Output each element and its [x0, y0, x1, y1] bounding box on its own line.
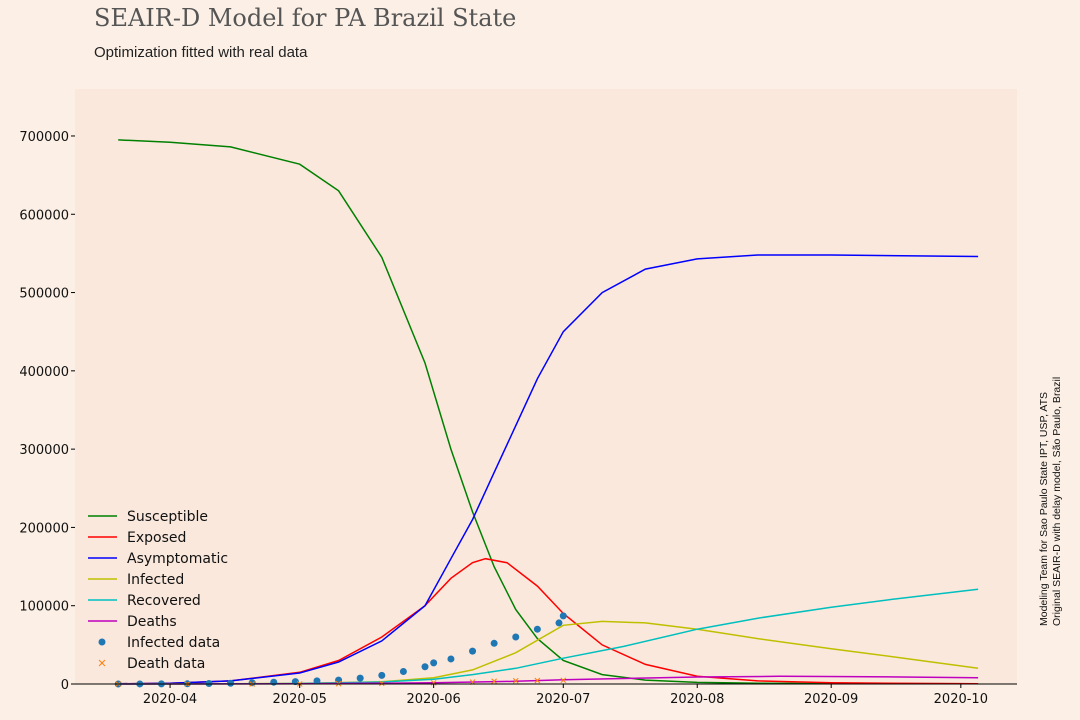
infected-data-point [469, 647, 477, 655]
death-data-point [512, 677, 519, 684]
infected-data-point [430, 659, 438, 667]
y-tick-label: 100000 [19, 600, 69, 615]
infected-data-point [555, 619, 563, 627]
y-tick-label: 600000 [19, 208, 69, 223]
legend-label: Recovered [127, 593, 201, 609]
death-data-point [491, 678, 498, 685]
legend-item-death-data: Death data [98, 656, 205, 672]
legend-swatch [98, 638, 106, 646]
series-line-deaths [118, 675, 979, 685]
legend-item-exposed: Exposed [88, 530, 186, 546]
y-tick-label: 700000 [19, 130, 69, 145]
legend-item-deaths: Deaths [88, 614, 177, 630]
infected-data-point [512, 633, 520, 641]
x-tick-label: 2020-08 [670, 692, 724, 707]
y-tick-label: 300000 [19, 443, 69, 458]
x-tick-label: 2020-05 [273, 692, 327, 707]
legend-label: Susceptible [127, 509, 208, 525]
credit-note: Modeling Team for Sao Paulo State IPT, U… [1038, 377, 1064, 626]
x-tick-label: 2020-06 [406, 692, 460, 707]
credit-line-2: Original SEAIR-D with delay model, São P… [1051, 376, 1063, 626]
axes-layer: 2020-04 2020-05 2020-06 2020-07 2020-08 2020-… [19, 130, 1017, 707]
legend-item-asymptomatic: Asymptomatic [88, 551, 228, 567]
chart-subtitle: Optimization fitted with real data [94, 44, 308, 61]
legend-label: Deaths [127, 614, 177, 630]
series-line-asymptomatic [118, 254, 979, 685]
legend-label: Asymptomatic [127, 551, 228, 567]
series-layer [114, 139, 979, 688]
x-tick-label: 2020-04 [143, 692, 197, 707]
infected-data-point [399, 667, 407, 675]
death-data-point [534, 677, 541, 684]
legend-item-susceptible: Susceptible [88, 509, 208, 525]
infected-data-point [248, 679, 256, 687]
chart-title: SEAIR-D Model for PA Brazil State [94, 4, 517, 32]
infected-data-point [291, 678, 299, 686]
infected-data-point [447, 655, 455, 663]
death-data-point [378, 680, 385, 687]
legend-item-infected: Infected [88, 572, 184, 588]
infected-data-point [335, 676, 343, 684]
y-tick-label: 500000 [19, 287, 69, 302]
legend-swatch [98, 659, 106, 667]
legend-label: Infected [127, 572, 184, 588]
infected-data-point [356, 674, 364, 682]
legend-label: Death data [127, 656, 205, 672]
y-tick-label: 0 [61, 678, 69, 693]
legend-label: Exposed [127, 530, 186, 546]
series-line-susceptible [118, 139, 979, 685]
infected-data-point [490, 639, 498, 647]
infected-data-point [378, 671, 386, 679]
infected-data-point [227, 679, 235, 687]
infected-data-point [559, 612, 567, 620]
y-tick-label: 400000 [19, 365, 69, 380]
infected-data-point [421, 663, 429, 671]
x-tick-label: 2020-10 [934, 692, 988, 707]
infected-data-point [313, 677, 321, 685]
x-tick-label: 2020-07 [536, 692, 590, 707]
legend-label: Infected data [127, 635, 220, 651]
x-tick-label: 2020-09 [804, 692, 858, 707]
infected-data-point [270, 678, 278, 686]
legend: Susceptible Exposed Asymptomatic Infected Re… [88, 509, 228, 672]
legend-item-recovered: Recovered [88, 593, 201, 609]
infected-data-point [533, 625, 541, 633]
y-tick-label: 200000 [19, 521, 69, 536]
death-data-point [560, 677, 567, 684]
plot-area [75, 89, 1017, 684]
legend-item-infected-data: Infected data [98, 635, 220, 651]
credit-line-1: Modeling Team for Sao Paulo State IPT, U… [1038, 391, 1050, 626]
